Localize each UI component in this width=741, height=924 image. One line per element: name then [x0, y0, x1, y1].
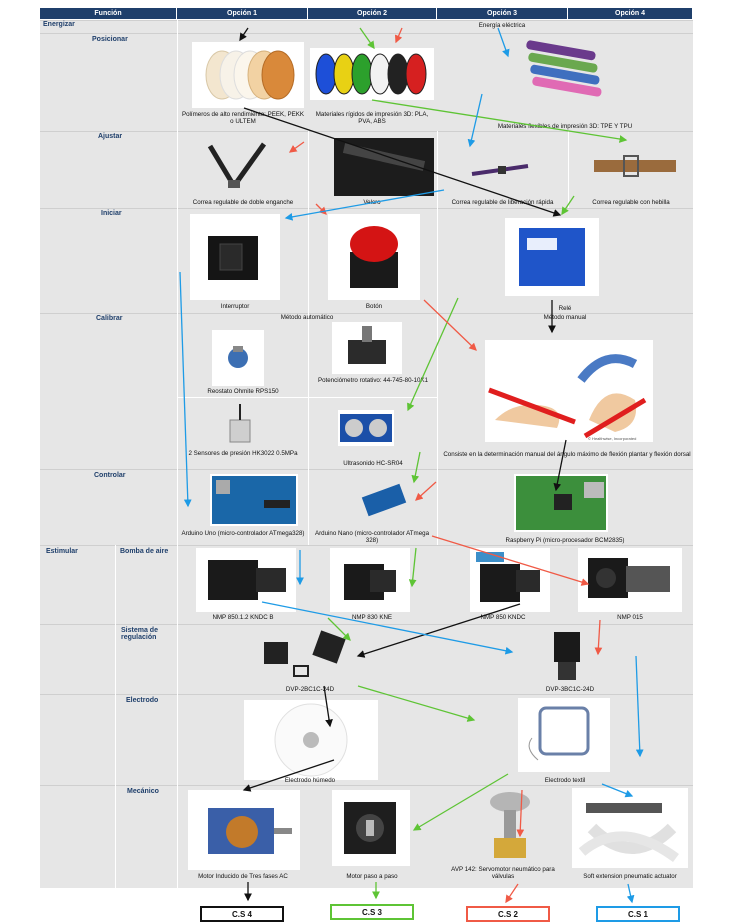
reostato-image — [212, 330, 264, 386]
cs2-box: C.S 2 — [466, 906, 550, 922]
pla-filaments-image — [310, 48, 434, 100]
polimeros-label: Polímeros de alto rendimiento: PEEK, PEK… — [181, 111, 305, 126]
correa-liberacion-label: Correa regulable de liberación rápida — [451, 199, 554, 206]
divider — [177, 20, 178, 545]
motor-paso-label: Motor paso a paso — [346, 873, 398, 880]
divider — [568, 131, 569, 208]
velcro-label: Velcro — [363, 199, 381, 206]
correa-liberacion-image — [470, 160, 530, 180]
avp142-image — [480, 788, 540, 864]
dvp-3bc-label: DVP-3BC1C-24D — [545, 686, 595, 693]
motor-paso-image — [332, 790, 410, 866]
fn-ajustar: Ajustar — [98, 133, 123, 140]
fn-estimular: Estimular — [46, 548, 78, 555]
flexion-label: Consiste en la determinación manual del … — [443, 451, 691, 458]
soft-actuator-label: Soft extension pneumatic actuator — [583, 873, 677, 880]
reostato-label: Reostato Ohmite RPS150 — [207, 388, 279, 395]
yoga-mats-image — [522, 38, 612, 102]
metodo-automatico: Método automático — [280, 314, 334, 321]
raspberry-label: Raspberry Pi (micro-procesador BCM2835) — [505, 537, 625, 544]
electrodo-textil-label: Electrodo textil — [544, 777, 586, 784]
interruptor-label: Interruptor — [220, 303, 250, 310]
nmp850-image — [470, 548, 550, 612]
divider — [308, 131, 309, 545]
header-opcion-4: Opción 4 — [568, 8, 693, 19]
fn-electrodo: Electrodo — [126, 697, 159, 704]
dvp-2bc-label: DVP-2BC1C-24D — [285, 686, 335, 693]
arduino-uno-label: Arduino Uno (micro-controlador ATmega328… — [181, 530, 305, 537]
rele-image — [505, 218, 599, 296]
header-funcion: Función — [40, 8, 177, 19]
arduino-nano-label: Arduino Nano (micro-controlador ATmega 3… — [314, 530, 430, 545]
arduino-nano-image — [358, 480, 410, 520]
nmp015-image — [578, 548, 682, 612]
fn-controlar: Controlar — [94, 472, 126, 479]
header-opcion-3: Opción 3 — [437, 8, 568, 19]
metodo-manual: Método manual — [543, 314, 587, 321]
energia-electrica: Energía eléctrica — [478, 22, 526, 29]
flexion-image — [485, 340, 653, 442]
divider — [115, 545, 116, 888]
raspberry-image — [514, 474, 608, 532]
header-opcion-1: Opción 1 — [177, 8, 308, 19]
boton-image — [328, 214, 420, 300]
correa-doble-image — [204, 136, 270, 196]
potenciometro-image — [332, 322, 402, 374]
soft-actuator-image — [572, 788, 688, 868]
avp142-label: AVP 142: Servomotor neumático para válvu… — [451, 866, 555, 881]
fn-calibrar: Calibrar — [96, 315, 123, 322]
electrodo-humedo-image — [244, 700, 378, 780]
nmp850-1-label: NMP 850.1.2 KNDC B — [212, 614, 274, 621]
tpe-label: Materiales flexibles de impresión 3D: TP… — [497, 123, 633, 130]
electrodo-humedo-label: Electrodo húmedo — [284, 777, 336, 784]
correa-hebilla-image — [594, 152, 676, 182]
fn-iniciar: Iniciar — [101, 210, 122, 217]
interruptor-image — [190, 214, 280, 300]
motor-trifasico-image — [188, 790, 300, 870]
fn-energizar: Energizar — [43, 21, 75, 28]
cs1-box: C.S 1 — [596, 906, 680, 922]
correa-hebilla-label: Correa regulable con hebilla — [592, 199, 670, 206]
nmp015-label: NMP 015 — [617, 614, 643, 621]
velcro-image — [334, 138, 434, 196]
fn-posicionar: Posicionar — [92, 36, 128, 43]
polimeros-image — [192, 42, 304, 108]
motor-trifasico-label: Motor Inducido de Tres fases AC — [198, 873, 288, 880]
boton-label: Botón — [365, 303, 383, 310]
electrodo-textil-image — [518, 698, 610, 772]
potenciometro-label: Potenciómetro rotativo: 44-745-80-10K1 — [317, 377, 429, 384]
fn-sistema: Sistema de regulación — [121, 627, 158, 641]
fn-bomba: Bomba de aire — [120, 548, 169, 555]
sensor-presion-image — [216, 400, 264, 448]
pla-label: Materiales rígidos de impresión 3D: PLA,… — [315, 111, 429, 126]
divider — [177, 545, 178, 888]
credit: © Healthwise, Incorporated — [588, 436, 637, 441]
dvp-3bc-image — [540, 628, 600, 684]
ultrasonido-label: Ultrasonido HC-SR04 — [343, 460, 403, 467]
dvp-2bc-image — [258, 630, 358, 682]
nmp830-image — [330, 548, 410, 612]
cs3-box: C.S 3 — [330, 904, 414, 920]
header-opcion-2: Opción 2 — [308, 8, 437, 19]
nmp850-1-image — [196, 548, 296, 612]
nmp830-label: NMP 830 KNE — [351, 614, 393, 621]
divider — [177, 397, 437, 398]
row-energizar — [40, 20, 693, 33]
cs4-box: C.S 4 — [200, 906, 284, 922]
sensor-presion-label: 2 Sensores de presión HK3022 0.5MPa — [188, 450, 298, 457]
nmp850-label: NMP 850 KNDC — [480, 614, 526, 621]
divider — [437, 131, 438, 545]
ultrasonido-image — [338, 410, 394, 446]
rele-label: Relé — [558, 305, 572, 312]
correa-doble-label: Correa regulable de doble enganche — [192, 199, 294, 206]
fn-mecanico: Mecánico — [127, 788, 159, 795]
arduino-uno-image — [210, 474, 298, 526]
